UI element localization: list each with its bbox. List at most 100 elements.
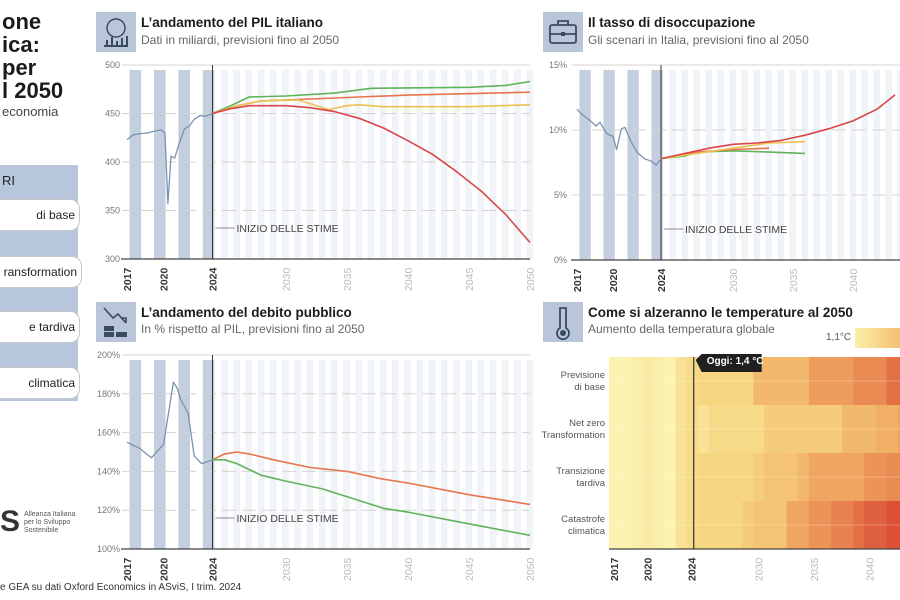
x-tick-label: 2035 (342, 557, 354, 581)
heat-cell (797, 405, 810, 453)
x-tick-label: 2035 (342, 267, 354, 291)
heat-cell (720, 405, 732, 453)
x-tick-label: 2040 (848, 268, 860, 292)
y-tick-label: 0% (554, 255, 567, 265)
x-tick-label: 2040 (403, 267, 415, 291)
heat-cell (886, 357, 899, 405)
x-tick-label: 2030 (281, 267, 293, 291)
x-tick-label: 2050 (525, 267, 537, 291)
series-line (212, 104, 531, 244)
heat-cell (631, 357, 643, 405)
heat-cell (653, 405, 665, 453)
year-stripe (367, 360, 375, 549)
x-tick-label: 2035 (788, 268, 800, 292)
heat-cell (875, 501, 887, 549)
main-title-line: one (2, 9, 42, 34)
x-tick-label: 2024 (656, 268, 668, 292)
year-stripe (233, 360, 240, 549)
chart-title: Come si alzeranno le temperature al 2050 (588, 305, 853, 320)
heat-cell (853, 453, 865, 501)
heat-cell (864, 453, 876, 501)
heat-cell (697, 453, 710, 501)
heat-cell (875, 405, 887, 453)
heat-cell (864, 357, 876, 405)
year-stripe (294, 70, 302, 259)
chart-title: L’andamento del debito pubblico (141, 305, 352, 320)
heat-cell (731, 501, 743, 549)
legend-item-net-zero: ransformation (0, 256, 82, 288)
heat-row-label: Catastrofe (561, 514, 605, 525)
year-stripe (330, 360, 338, 549)
series-line (660, 94, 896, 160)
year-stripe (178, 360, 190, 549)
x-tick-label: 2024 (207, 267, 219, 291)
heat-cell (675, 453, 688, 501)
year-stripe (897, 70, 900, 260)
y-tick-label: 450 (105, 109, 120, 119)
year-stripe (526, 70, 534, 259)
year-stripe (269, 360, 277, 549)
today-label: Oggi: 1,4 °C (707, 356, 764, 367)
heat-cell (653, 501, 665, 549)
year-stripe (392, 70, 399, 259)
heat-cell (897, 357, 900, 405)
heat-cell (897, 501, 900, 549)
coins-down-icon (96, 302, 136, 342)
heat-row-label: Transizione (556, 466, 605, 477)
year-stripe (453, 70, 460, 259)
heat-cell (753, 453, 765, 501)
year-stripe (440, 360, 448, 549)
series-line (576, 108, 662, 166)
year-stripe (282, 360, 289, 549)
y-tick-label: 100% (97, 544, 120, 554)
heat-cell (609, 405, 621, 453)
y-tick-label: 5% (554, 190, 567, 200)
heat-cell (875, 357, 887, 405)
chart-disoccupazione: 0% 5% 10% 15% 2017 2020 2024 2030 2035 2040 INIZIO… (549, 60, 900, 292)
year-stripe (269, 70, 277, 259)
heat-cell (664, 405, 677, 453)
heat-cell (842, 357, 854, 405)
heat-cell (697, 405, 710, 453)
heat-cell (808, 405, 821, 453)
x-tick-label: 2050 (525, 557, 537, 581)
heat-cell (831, 453, 843, 501)
heat-cell (797, 453, 810, 501)
heat-row-label: climatica (568, 526, 606, 537)
heat-cell (720, 501, 732, 549)
heat-cell (686, 453, 699, 501)
chart-title: Il tasso di disoccupazione (588, 15, 756, 30)
year-stripe (367, 70, 375, 259)
series-line (660, 140, 806, 160)
y-tick-label: 140% (97, 466, 120, 476)
heat-legend-min-label: 1,1°C (826, 332, 852, 343)
year-stripe (257, 70, 265, 259)
y-tick-label: 400 (105, 157, 120, 167)
year-stripe (765, 70, 772, 260)
y-tick-label: 350 (105, 206, 120, 216)
heat-cell (742, 357, 754, 405)
y-tick-label: 200% (97, 350, 120, 360)
heat-cell (742, 453, 754, 501)
year-stripe (404, 360, 411, 549)
x-tick-label: 2017 (572, 268, 584, 292)
heat-cell (786, 501, 799, 549)
year-stripe (651, 70, 663, 260)
year-stripe (526, 360, 534, 549)
year-stripe (603, 70, 615, 260)
heat-cell (897, 453, 900, 501)
year-stripe (514, 70, 521, 259)
series-line (212, 458, 531, 537)
heat-cell (886, 501, 899, 549)
x-tick-label: 2020 (159, 557, 171, 581)
heat-cell (664, 357, 677, 405)
heat-cell (886, 405, 899, 453)
x-tick-label: 2030 (728, 268, 740, 292)
x-tick-label: 2030 (281, 557, 293, 581)
year-stripe (355, 70, 363, 259)
heat-cell (808, 453, 821, 501)
heat-cell (708, 405, 721, 453)
year-stripe (428, 360, 436, 549)
x-tick-label: 2020 (159, 267, 171, 291)
